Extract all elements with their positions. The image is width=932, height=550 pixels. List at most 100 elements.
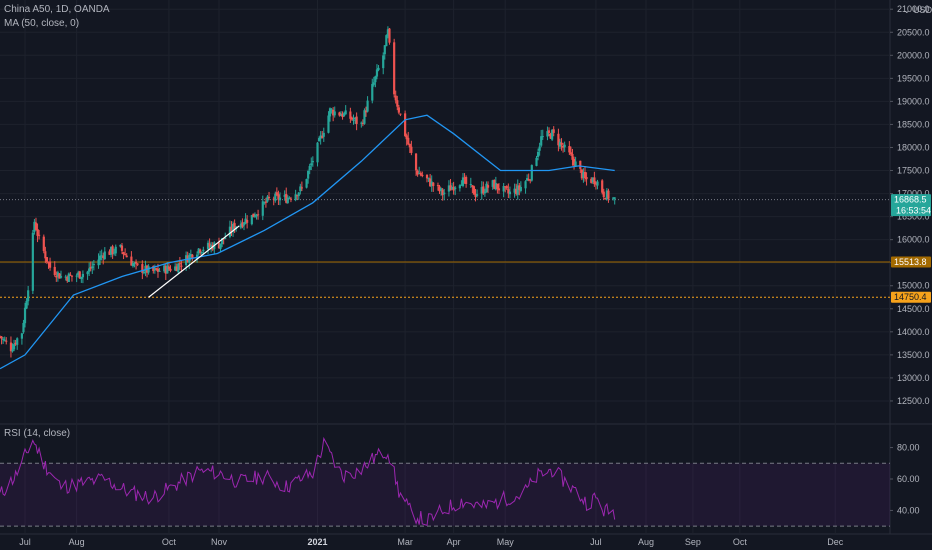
candle-body (441, 189, 444, 196)
grid-lines (0, 0, 932, 535)
symbol-legend[interactable]: China A50, 1D, OANDA (4, 4, 110, 15)
candle-body (561, 145, 565, 148)
candle-body (591, 177, 594, 183)
candle-body (89, 267, 92, 269)
candle-body (294, 194, 297, 201)
candle-body (497, 188, 501, 191)
candle-body (80, 276, 83, 280)
candle-body (142, 271, 146, 274)
trendline[interactable] (148, 225, 240, 298)
candle-body (416, 170, 419, 175)
candle-body (263, 202, 266, 204)
candle-body (583, 171, 587, 179)
candle-body (108, 251, 111, 255)
candle-body (20, 333, 23, 339)
candle-body (5, 340, 8, 342)
candle-body (55, 276, 58, 278)
candle-body (399, 113, 402, 115)
time-tick-label: Oct (162, 537, 177, 547)
last-price-tag-countdown: 16:53:54 (896, 206, 931, 216)
candle-body (536, 151, 540, 157)
candle-body (147, 266, 150, 273)
ma-legend[interactable]: MA (50, close, 0) (4, 18, 80, 29)
candle-body (494, 182, 497, 190)
candle-body (515, 188, 518, 194)
rsi-legend[interactable]: RSI (14, close) (4, 428, 71, 439)
candle-body (332, 109, 335, 116)
candle-body (507, 189, 510, 194)
candle-body (530, 165, 533, 181)
currency-code: USD (913, 5, 932, 15)
candle-body (133, 263, 136, 265)
candle-body (405, 135, 408, 140)
candle-body (156, 268, 160, 272)
candle-body (452, 186, 455, 191)
candle-body (524, 181, 527, 189)
candle-body (349, 111, 352, 119)
candle-body (300, 187, 303, 189)
time-tick-label: Aug (69, 537, 85, 547)
candle-body (557, 133, 560, 146)
candle-body (111, 246, 114, 255)
candle-body (363, 110, 366, 124)
candle-body (130, 256, 133, 266)
candle-body (100, 255, 103, 257)
candle-body (77, 272, 80, 276)
last-price-tag-bg (891, 194, 931, 217)
candle-body (594, 183, 598, 185)
candle-body (47, 261, 50, 263)
candle-body (465, 177, 468, 184)
candle-body (67, 273, 70, 282)
candle-body (274, 193, 277, 201)
candle-body (224, 237, 227, 239)
price-tick-label: 17000.0 (897, 189, 930, 199)
time-tick-label: Sep (685, 537, 701, 547)
candle-body (109, 246, 113, 255)
candle-body (11, 349, 14, 352)
candle-body (604, 197, 607, 200)
candle-body (241, 222, 244, 227)
candle-body (56, 272, 59, 277)
candle-body (158, 270, 161, 272)
candle-body (221, 238, 224, 244)
candle-body (202, 249, 205, 252)
price-tick-label: 20500.0 (897, 27, 930, 37)
candle-body (377, 67, 380, 71)
time-tick-label: Jul (590, 537, 602, 547)
candle-body (458, 185, 461, 189)
candle-body (546, 131, 549, 137)
candle-body (297, 192, 300, 197)
candle-body (189, 254, 192, 256)
price-tags: 16868.516:53:54 15513.8 14750.4 (891, 194, 931, 303)
candle-series (0, 26, 616, 358)
candle-body (44, 251, 47, 259)
price-tick-label: 15000.0 (897, 281, 930, 291)
candle-body (261, 201, 264, 216)
time-tick-label: May (497, 537, 515, 547)
candle-body (549, 134, 552, 139)
candle-body (42, 236, 45, 251)
candle-body (344, 110, 347, 115)
candle-body (438, 186, 441, 192)
currency-caret-icon: ⌄ (903, 5, 911, 15)
candle-body (322, 132, 325, 137)
candle-body (210, 244, 213, 247)
candle-body (307, 170, 310, 179)
trendline-segment (148, 225, 240, 298)
candle-body (206, 242, 210, 250)
candle-body (66, 276, 69, 281)
currency-label[interactable]: ⌄ USD (903, 5, 932, 16)
candle-body (396, 100, 399, 107)
candle-body (605, 190, 608, 200)
candle-body (316, 142, 319, 163)
candle-body (0, 336, 3, 339)
candle-body (394, 95, 397, 101)
candle-body (582, 172, 585, 178)
candle-body (593, 177, 596, 185)
candle-body (339, 114, 343, 117)
candle-body (122, 252, 125, 255)
candle-body (164, 265, 167, 274)
candle-body (338, 112, 341, 116)
candle-body (486, 185, 490, 188)
